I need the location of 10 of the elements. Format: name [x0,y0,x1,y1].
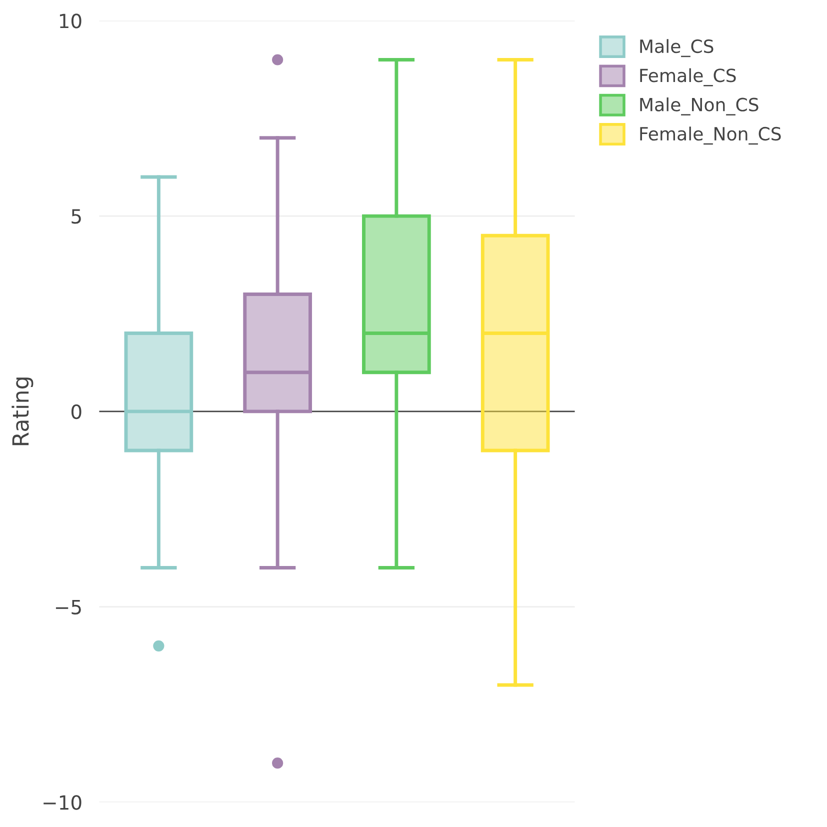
y-tick-label: 0 [71,404,82,420]
y-tick-label: −10 [44,795,82,810]
y-axis-title: Rating [12,378,34,446]
y-tick-label: −5 [56,600,81,614]
legend-label: Male_CS [640,39,714,58]
y-tick-label: 10 [60,14,82,28]
legend-label: Male_Non_CS [640,97,758,116]
legend-label: Female_CS [640,68,736,86]
y-tick-label: 5 [72,209,81,224]
legend-label: Female_Non_CS [640,126,781,145]
